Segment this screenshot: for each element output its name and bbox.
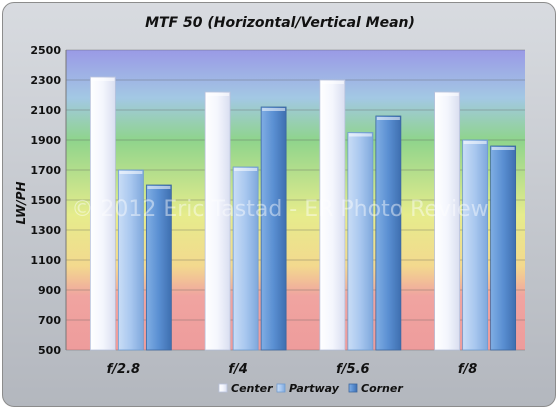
bar-partway-f56 [347,132,374,351]
bar-center-f56 [319,79,346,351]
chart-title: MTF 50 (Horizontal/Vertical Mean) [145,15,415,31]
bar-highlight [320,81,344,84]
bar-corner-f4 [260,106,287,351]
bars [89,76,517,351]
bar-partway-f4 [232,166,259,351]
legend-swatch-partway [276,383,286,393]
bar-highlight [463,141,487,144]
bar-corner-f28 [145,184,172,351]
y-tick-label: 1500 [30,194,61,207]
bar-highlight [147,186,171,189]
y-tick-label: 1700 [30,164,61,177]
bar-highlight [435,93,459,96]
bar-corner-f8 [490,145,517,351]
legend-label-corner: Corner [361,382,403,395]
bar-highlight [234,168,258,171]
category-labels: f/2.8 f/4 f/5.6 f/8 [107,362,478,377]
chart-frame: 500 700 900 1100 1300 1500 1700 1900 2100 2300 250… [2,2,556,407]
legend-label-partway: Partway [289,382,340,395]
mtf-chart: 500 700 900 1100 1300 1500 1700 1900 2100 2300 250… [14,15,525,395]
bar-highlight [348,133,372,137]
y-tick-label: 900 [38,284,61,297]
legend-swatch-corner [348,383,358,393]
y-tick-label: 2500 [30,44,61,57]
bar-corner-f56 [375,115,402,351]
watermark-text: © 2012 Eric Tastad - ER Photo Review [71,197,488,222]
y-tick-labels: 500 700 900 1100 1300 1500 1700 1900 2100 2300 250… [30,44,61,357]
bar-center-f28 [89,76,116,351]
y-tick-label: 1100 [30,254,61,267]
bar-highlight [491,147,515,150]
legend: Center Partway Corner [218,382,403,395]
y-axis-title: LW/PH [14,181,28,224]
bar-center-f8 [434,91,461,351]
legend-label-center: Center [231,382,273,395]
bar-highlight [206,93,230,96]
category-label: f/2.8 [107,362,140,377]
y-tick-label: 2300 [30,74,61,87]
bar-highlight [376,117,400,120]
y-tick-label: 2100 [30,104,61,117]
y-tick-label: 700 [38,314,61,327]
bar-highlight [262,108,286,111]
legend-swatch-center [218,383,228,393]
category-label: f/5.6 [336,362,369,377]
category-label: f/8 [458,362,477,377]
y-tick-label: 1300 [30,224,61,237]
bar-highlight [119,171,143,174]
category-label: f/4 [228,362,247,377]
bar-partway-f8 [462,139,489,351]
bar-partway-f28 [117,169,144,351]
y-tick-label: 1900 [30,134,61,147]
y-tick-label: 500 [38,344,61,357]
bar-center-f4 [204,91,231,351]
bar-highlight [91,78,115,81]
